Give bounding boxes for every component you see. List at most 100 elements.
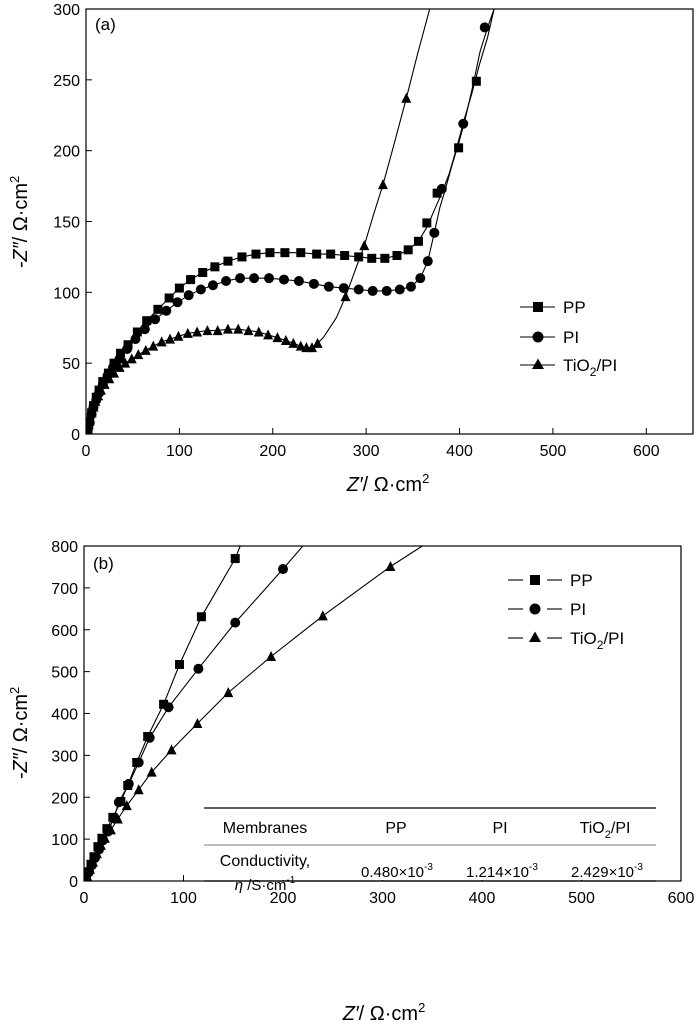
data-point-tio2-pi	[166, 744, 177, 755]
conductivity-table: Membranes PP PI TiO2/PI Conductivity, η …	[204, 807, 656, 894]
data-point-pp	[175, 660, 185, 670]
data-point-pi	[130, 334, 141, 345]
series-tio2-pi	[84, 546, 423, 881]
panel-b-legend: PP PI TiO2/PI	[508, 571, 624, 652]
data-point-pp	[223, 256, 233, 266]
data-point-pi	[113, 797, 124, 808]
table-cell-pi: 1.214×10-3	[466, 862, 538, 881]
data-point-tio2-pi	[340, 291, 351, 302]
data-point-pp	[210, 262, 220, 272]
data-point-pp	[132, 327, 142, 337]
data-point-pi	[122, 344, 133, 354]
data-point-tio2-pi	[146, 766, 157, 777]
data-point-pp	[380, 253, 390, 263]
data-point-tio2-pi	[233, 323, 244, 334]
data-point-pi	[264, 273, 275, 284]
table-row-label-line2: η /S·cm-1	[235, 875, 296, 894]
y-tick-label: 250	[53, 73, 80, 90]
data-point-tio2-pi	[105, 824, 116, 835]
legend-entry-pi: PI	[520, 328, 579, 347]
data-point-pp	[280, 248, 290, 258]
data-point-pi	[293, 276, 304, 286]
table-cell-pp: 0.480×10-3	[361, 862, 433, 881]
x-tick-label: 200	[270, 890, 297, 907]
data-point-tio2-pi	[280, 335, 291, 345]
data-point-tio2-pi	[288, 337, 299, 348]
data-point-tio2-pi	[86, 407, 97, 418]
data-point-tio2-pi	[202, 325, 213, 336]
data-point-tio2-pi	[156, 336, 167, 347]
data-point-pp	[265, 248, 275, 258]
data-point-tio2-pi	[317, 610, 328, 621]
x-tick-label: 500	[568, 890, 595, 907]
data-point-tio2-pi	[126, 353, 137, 364]
legend-square-marker	[533, 302, 543, 312]
data-point-pp	[164, 293, 174, 303]
series-line-pp	[87, 9, 495, 430]
data-point-tio2-pi	[88, 401, 99, 412]
data-point-pp	[392, 251, 402, 260]
data-point-pp	[142, 316, 152, 326]
data-point-pp	[159, 699, 169, 709]
data-point-tio2-pi	[120, 357, 131, 368]
data-point-tio2-pi	[173, 330, 184, 341]
table-header-membranes: Membranes	[223, 820, 307, 837]
data-point-tio2-pi	[182, 327, 193, 338]
x-tick-label: 0	[80, 890, 89, 907]
data-point-tio2-pi	[295, 340, 306, 351]
data-point-pi	[144, 732, 155, 743]
data-point-pp	[198, 268, 208, 277]
data-point-tio2-pi	[253, 326, 264, 337]
data-point-tio2-pi	[87, 856, 98, 867]
data-point-pi	[163, 702, 174, 713]
data-point-tio2-pi	[165, 333, 176, 344]
data-point-tio2-pi	[401, 92, 412, 103]
x-tick-label: 400	[469, 890, 496, 907]
data-point-pi	[479, 22, 490, 33]
data-point-tio2-pi	[133, 349, 144, 360]
series-tio2-pi	[86, 9, 431, 434]
data-point-pp	[403, 245, 413, 255]
table-header-pi: PI	[492, 820, 507, 837]
legend-triangle-marker	[529, 631, 541, 642]
table-row-label-line1: Conductivity,	[220, 853, 310, 870]
data-point-pi	[338, 283, 349, 294]
data-point-pi	[195, 284, 206, 295]
x-tick-label: 100	[170, 890, 197, 907]
data-point-pi	[415, 273, 426, 284]
data-point-tio2-pi	[121, 800, 132, 811]
panel-a-ticks: 0 100 200 300 400 500 600 0 50 100 150 200 250 300	[53, 2, 659, 460]
data-point-pi	[114, 353, 125, 364]
panel-a-series	[86, 9, 495, 434]
panel-b-x-axis-label: Z′/ Ω·cm2	[342, 1000, 426, 1025]
table-header-tio2-pi: TiO2/PI	[580, 820, 631, 841]
data-point-pi	[221, 276, 232, 286]
data-point-pi	[308, 278, 319, 289]
data-point-pi	[381, 285, 392, 296]
data-point-pp	[367, 253, 377, 263]
data-point-pp	[153, 304, 163, 314]
legend-circle-marker	[532, 331, 544, 343]
data-point-pp	[422, 218, 432, 228]
data-point-pp	[296, 248, 306, 258]
series-pp	[86, 9, 495, 434]
data-point-pp	[312, 249, 322, 259]
panel-a-label: (a)	[95, 15, 116, 34]
data-point-pi	[139, 324, 150, 335]
y-tick-label: 600	[51, 623, 78, 640]
y-tick-label: 700	[51, 581, 78, 598]
legend-label-pi: PI	[563, 328, 579, 347]
legend-entry-tio2-pi: TiO2/PI	[508, 629, 624, 652]
series-line-pi	[87, 9, 495, 430]
data-point-pi	[458, 118, 469, 129]
data-point-tio2-pi	[272, 332, 283, 343]
x-tick-label: 200	[259, 443, 286, 460]
x-tick-label: 600	[633, 443, 660, 460]
data-point-tio2-pi	[306, 342, 317, 353]
legend-entry-pp: PP	[508, 571, 593, 590]
data-point-tio2-pi	[90, 395, 101, 406]
data-point-tio2-pi	[223, 687, 234, 698]
data-point-tio2-pi	[109, 367, 120, 378]
data-point-pi	[278, 564, 288, 575]
data-point-tio2-pi	[243, 325, 254, 336]
